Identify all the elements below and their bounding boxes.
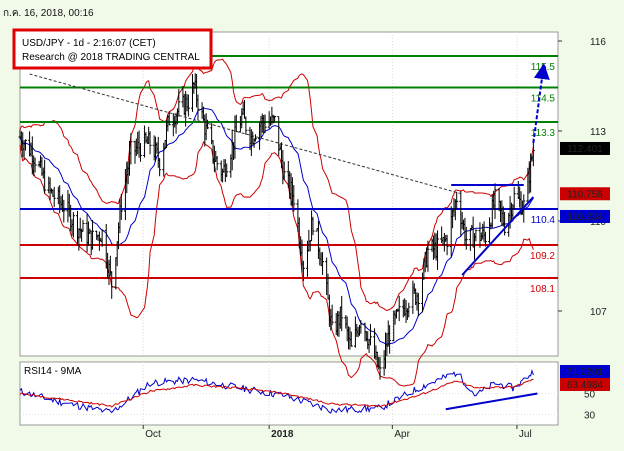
level-label-support: 108.1 [530,284,555,295]
rsi-y-tick-label: 50 [584,390,596,401]
x-tick-label: Apr [394,429,410,440]
chart-title-line-1: USD/JPY - 1d - 2:16:07 (CET) [22,38,156,49]
level-label-resistance: 114.5 [531,94,556,105]
x-tick-label: 2018 [271,429,294,440]
x-tick-label: Jul [519,429,532,440]
price-label-current: 112.401 [567,144,603,155]
rsi-panel-title: RSI14 - 9MA [24,366,82,377]
bollinger-lower-line [19,141,534,387]
rsi-trendline [445,392,538,411]
projection-arrow [532,63,550,144]
y-tick-label: 107 [590,307,607,318]
price-label-box-red [560,187,610,201]
price-label-red: 110.758 [567,189,603,200]
price-label-pivot: 110.234 [567,212,603,223]
rsi-ma-value-label: 63.4984 [567,380,604,391]
trendline-rising-support [461,196,535,276]
rsi-value-box [560,365,610,378]
rsi-plot-area [19,361,559,426]
price-label-box-current [560,141,610,155]
y-tick-label: 116 [590,37,606,48]
price-plot-area [19,31,559,357]
chart-title-line-2: Research @ 2018 TRADING CENTRAL [22,52,200,63]
rsi-ma-line [19,378,534,408]
timestamp-label: ก.ค. 16, 2018, 00:16 [3,8,94,19]
x-tick-label: Oct [145,429,161,440]
rsi-ma-value-box [560,378,610,391]
moving-average-line [19,107,534,345]
price-bars [18,73,535,380]
chart-title-box [12,28,213,70]
level-label-resistance: 113.3 [531,128,556,139]
y-tick-label: 113 [590,127,606,138]
level-label-pivot: 110.4 [531,215,556,226]
rsi-y-tick-label: 30 [584,411,596,422]
level-label-support: 109.2 [530,251,555,262]
bollinger-upper-line [19,58,534,312]
rsi-value-label: 71.0201 [567,367,604,378]
price-label-box-pivot [560,209,610,223]
